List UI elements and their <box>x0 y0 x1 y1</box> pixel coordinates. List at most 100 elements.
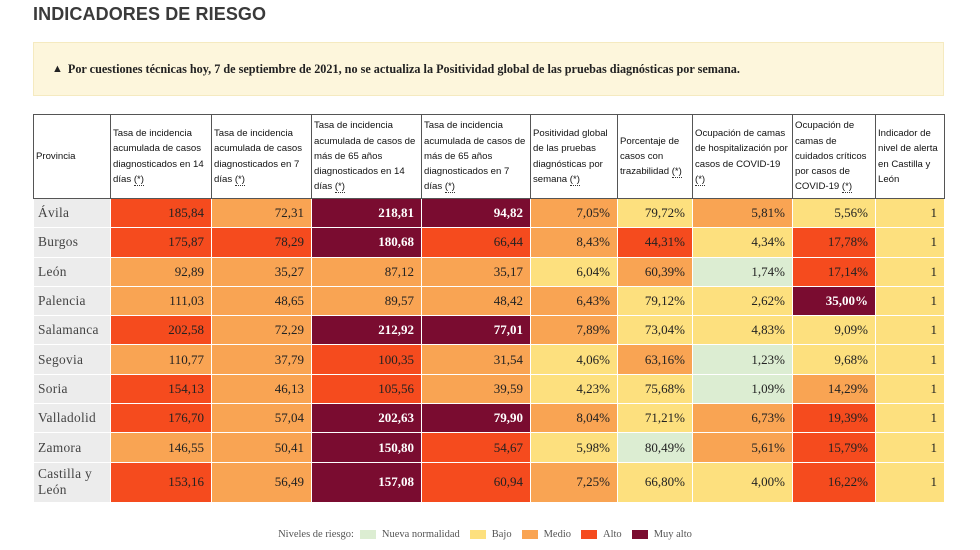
province-name-cell: Castilla y León <box>33 461 111 503</box>
indicator-cell: 75,68% <box>617 373 693 405</box>
indicator-cell: 35,27 <box>211 256 312 287</box>
column-header-4: Tasa de incidencia acumulada de casos de… <box>421 114 531 199</box>
footnote-marker[interactable]: (*) <box>334 181 345 194</box>
column-header-label: Tasa de incidencia acumulada de casos di… <box>214 127 302 185</box>
indicator-cell: 54,67 <box>421 432 531 463</box>
indicator-cell: 105,56 <box>311 373 422 405</box>
legend-item-ma: Muy alto <box>631 529 692 540</box>
indicator-cell: 17,14% <box>792 256 876 287</box>
footnote-marker[interactable]: (*) <box>841 181 853 194</box>
indicator-cell: 8,04% <box>530 403 618 434</box>
indicator-cell: 92,89 <box>110 256 212 287</box>
legend-swatch <box>469 530 486 539</box>
indicator-cell: 1 <box>875 227 945 258</box>
warning-triangle-icon: ▲ <box>52 63 63 75</box>
indicator-cell: 66,80% <box>617 461 693 503</box>
indicator-cell: 1 <box>875 256 945 287</box>
indicator-cell: 202,63 <box>311 403 422 434</box>
indicator-cell: 150,80 <box>311 432 422 463</box>
indicator-cell: 212,92 <box>311 315 422 346</box>
indicator-cell: 175,87 <box>110 227 212 258</box>
indicator-cell: 73,04% <box>617 315 693 346</box>
alert-text: Por cuestiones técnicas hoy, 7 de septie… <box>67 61 740 76</box>
indicator-cell: 4,00% <box>692 461 793 503</box>
column-header-8: Ocupación de camas de cuidados críticos … <box>792 114 876 199</box>
footnote-marker[interactable]: (*) <box>569 173 580 186</box>
column-header-6: Porcentaje de casos con trazabilidad (*) <box>617 114 693 199</box>
indicator-cell: 7,89% <box>530 315 618 346</box>
indicator-cell: 180,68 <box>311 227 422 258</box>
footnote-marker[interactable]: (*) <box>671 166 682 179</box>
footnote-marker[interactable]: (*) <box>133 173 144 186</box>
indicator-cell: 8,43% <box>530 227 618 258</box>
indicator-cell: 1,74% <box>692 256 793 287</box>
province-name-cell: Palencia <box>33 285 111 317</box>
indicator-cell: 63,16% <box>617 344 693 375</box>
indicator-cell: 4,83% <box>692 315 793 346</box>
indicator-cell: 5,81% <box>692 197 793 229</box>
indicator-cell: 60,94 <box>421 461 531 503</box>
column-header-provincia: Provincia <box>33 114 111 199</box>
column-header-label: Ocupación de camas de cuidados críticos … <box>795 120 867 193</box>
indicator-cell: 5,98% <box>530 432 618 463</box>
alert-banner: ▲ Por cuestiones técnicas hoy, 7 de sept… <box>33 42 944 96</box>
table-row: Ávila 185,84 72,31 218,81 94,82 7,05% 79,72% 5,… <box>33 197 945 229</box>
indicator-cell: 146,55 <box>110 432 212 463</box>
indicator-cell: 17,78% <box>792 227 876 258</box>
column-header-label: Provincia <box>36 150 76 162</box>
province-name-cell: Ávila <box>33 197 111 229</box>
indicator-cell: 44,31% <box>617 227 693 258</box>
indicator-cell: 16,22% <box>792 461 876 503</box>
indicator-cell: 153,16 <box>110 461 212 503</box>
indicator-cell: 4,23% <box>530 373 618 405</box>
indicator-cell: 6,43% <box>530 285 618 317</box>
column-header-2: Tasa de incidencia acumulada de casos di… <box>211 114 312 199</box>
legend-label: Nueva normalidad <box>381 529 460 540</box>
footnote-marker[interactable]: (*) <box>234 173 245 186</box>
page-title: INDICADORES DE RIESGO <box>33 4 267 24</box>
column-header-label: Tasa de incidencia acumulada de casos de… <box>314 120 416 193</box>
indicator-cell: 100,35 <box>311 344 422 375</box>
legend-label: Medio <box>543 529 572 540</box>
province-name-cell: León <box>33 256 111 287</box>
province-name-cell: Burgos <box>33 227 111 258</box>
indicator-cell: 46,13 <box>211 373 312 405</box>
column-header-label: Ocupación de camas de hospitalización po… <box>695 127 788 170</box>
indicator-cell: 6,04% <box>530 256 618 287</box>
table-row: Salamanca 202,58 72,29 212,92 77,01 7,89% 73,0… <box>33 315 945 346</box>
indicator-cell: 1 <box>875 373 945 405</box>
indicator-cell: 1 <box>875 344 945 375</box>
indicator-cell: 71,21% <box>617 403 693 434</box>
indicator-cell: 31,54 <box>421 344 531 375</box>
indicator-cell: 35,17 <box>421 256 531 287</box>
indicator-cell: 9,68% <box>792 344 876 375</box>
legend-swatch <box>631 530 648 539</box>
indicator-cell: 2,62% <box>692 285 793 317</box>
province-name-cell: Valladolid <box>33 403 111 434</box>
legend-label: Bajo <box>491 529 512 540</box>
table-row: Zamora 146,55 50,41 150,80 54,67 5,98% 80,49% 5… <box>33 432 945 463</box>
indicator-cell: 77,01 <box>421 315 531 346</box>
indicator-cell: 72,29 <box>211 315 312 346</box>
table-row: Segovia 110,77 37,79 100,35 31,54 4,06% 63,16%… <box>33 344 945 375</box>
table-row: León 92,89 35,27 87,12 35,17 6,04% 60,39% 1,74%… <box>33 256 945 287</box>
footnote-marker[interactable]: (*) <box>695 173 706 186</box>
column-header-9: Indicador de nivel de alerta en Castilla… <box>875 114 945 199</box>
indicator-cell: 19,39% <box>792 403 876 434</box>
indicator-cell: 1,23% <box>692 344 793 375</box>
column-header-5: Positividad global de las pruebas diagnó… <box>530 114 618 199</box>
footnote-marker[interactable]: (*) <box>444 181 455 194</box>
province-name-cell: Zamora <box>33 432 111 463</box>
indicator-cell: 176,70 <box>110 403 212 434</box>
column-header-label: Tasa de incidencia acumulada de casos di… <box>113 127 204 185</box>
indicator-cell: 218,81 <box>311 197 422 229</box>
column-header-3: Tasa de incidencia acumulada de casos de… <box>311 114 422 199</box>
indicator-cell: 14,29% <box>792 373 876 405</box>
indicator-cell: 87,12 <box>311 256 422 287</box>
risk-legend: Niveles de riesgo: Nueva normalidad Bajo M… <box>0 529 980 540</box>
indicator-cell: 78,29 <box>211 227 312 258</box>
column-header-label: Positividad global de las pruebas diagnó… <box>533 127 608 185</box>
indicator-cell: 80,49% <box>617 432 693 463</box>
indicator-cell: 79,12% <box>617 285 693 317</box>
indicator-cell: 1,09% <box>692 373 793 405</box>
